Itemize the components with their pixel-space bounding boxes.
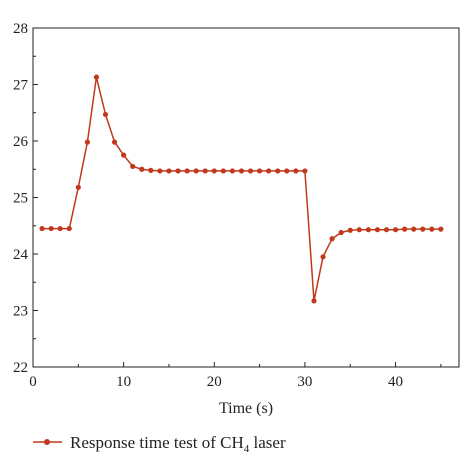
data-point (311, 298, 317, 304)
legend-label: Response time test of CH4 laser (70, 433, 286, 455)
data-point (429, 226, 435, 232)
data-point (220, 168, 226, 174)
data-point (175, 168, 181, 174)
legend-label-main: Response time test of CH (70, 433, 244, 452)
data-point (48, 225, 54, 232)
x-tick-label: 30 (297, 374, 312, 390)
data-point (411, 226, 417, 232)
data-point (148, 167, 154, 173)
y-tick-label: 24 (13, 247, 29, 263)
data-point (211, 168, 217, 174)
data-point (402, 226, 408, 232)
data-point (157, 168, 163, 174)
legend-label-subscript: 4 (244, 443, 250, 455)
data-point (184, 168, 190, 174)
legend-marker-swatch (44, 439, 50, 445)
data-point (356, 227, 362, 233)
data-point (256, 168, 263, 174)
data-point (338, 229, 344, 236)
data-point (374, 227, 381, 233)
data-point (57, 225, 63, 232)
plot-frame (32, 27, 460, 368)
series-line (42, 77, 441, 302)
legend: Response time test of CH4 laser (33, 433, 286, 455)
data-point (75, 184, 81, 190)
legend-label-suffix: laser (249, 433, 286, 452)
data-point (39, 225, 45, 232)
data-point (392, 227, 399, 233)
series-points (39, 74, 444, 304)
x-tick-label: 0 (29, 374, 37, 390)
y-tick-label: 27 (13, 78, 29, 94)
data-point (420, 226, 426, 232)
data-point (320, 254, 326, 260)
data-point (121, 152, 127, 158)
x-axis-title: Time (s) (219, 400, 273, 417)
data-point (166, 168, 172, 174)
data-point (238, 168, 245, 174)
data-point (329, 236, 335, 242)
data-point (139, 166, 145, 172)
data-point (293, 168, 299, 174)
y-tick-label: 26 (13, 134, 29, 150)
data-point (347, 227, 353, 233)
y-tick-label: 28 (13, 21, 28, 37)
data-point (102, 111, 109, 118)
data-point (275, 168, 281, 174)
y-tick-label: 22 (13, 360, 28, 376)
y-tick-label: 23 (13, 304, 28, 320)
y-tick-label: 25 (13, 191, 28, 207)
y-ticks: 22 23 24 25 26 27 28 (13, 21, 38, 376)
x-tick-label: 20 (207, 374, 222, 390)
data-point (111, 139, 118, 145)
data-point (130, 163, 136, 170)
data-point (93, 74, 100, 80)
data-point (229, 168, 236, 174)
data-point (266, 168, 272, 174)
data-point (438, 226, 444, 232)
data-point (383, 227, 390, 233)
data-point (247, 168, 254, 174)
x-tick-label: 40 (388, 374, 403, 390)
data-point (302, 168, 308, 174)
data-point (365, 227, 371, 233)
data-point (193, 168, 199, 174)
x-tick-label: 10 (116, 374, 131, 390)
data-point (202, 168, 208, 174)
data-point (284, 168, 290, 174)
x-ticks: 0 10 20 30 40 (29, 362, 442, 390)
data-point (66, 225, 72, 232)
data-point (84, 139, 90, 145)
